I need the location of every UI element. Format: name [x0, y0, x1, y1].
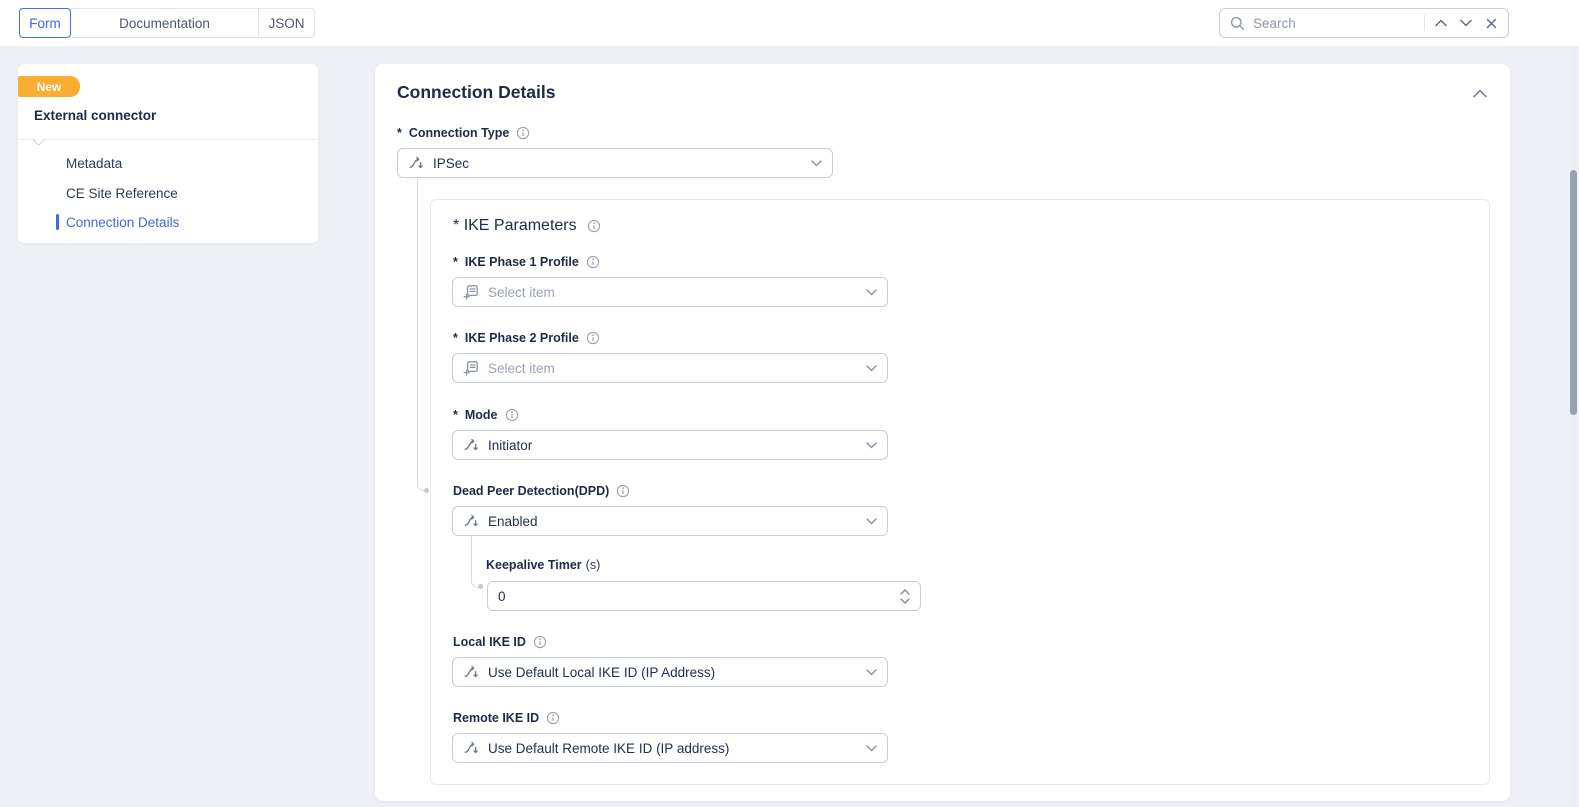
dropdown-chevron-icon: [866, 364, 877, 371]
stepper-down-icon[interactable]: [900, 597, 910, 604]
page-title: Connection Details: [397, 82, 556, 102]
required-asterisk: *: [453, 408, 458, 422]
ike-phase2-placeholder: Select item: [488, 360, 555, 376]
select-list-add-icon: [463, 285, 478, 300]
search-next-button[interactable]: [1454, 9, 1479, 37]
oneof-branch-icon: [464, 665, 478, 678]
number-stepper: [900, 588, 910, 604]
keepalive-unit: (s): [585, 558, 601, 572]
info-icon[interactable]: [533, 635, 547, 649]
required-asterisk: *: [453, 217, 460, 234]
dropdown-chevron-icon: [866, 668, 877, 675]
oneof-branch-icon: [464, 438, 478, 451]
top-bar: Form Documentation JSON: [0, 0, 1579, 46]
scrollbar-track[interactable]: [1570, 46, 1577, 807]
ike-phase2-select[interactable]: Select item: [452, 353, 888, 383]
info-icon[interactable]: [546, 711, 560, 725]
search-icon: [1230, 16, 1245, 30]
info-icon[interactable]: [586, 331, 600, 345]
active-item-indicator: [56, 214, 59, 230]
dpd-select[interactable]: Enabled: [452, 506, 888, 536]
required-asterisk: *: [453, 255, 458, 269]
local-ike-id-label: Local IKE ID: [453, 634, 547, 650]
search-input[interactable]: [1253, 15, 1424, 31]
mode-value: Initiator: [488, 437, 533, 453]
scrollbar-thumb[interactable]: [1570, 170, 1577, 415]
stepper-up-icon[interactable]: [900, 588, 910, 595]
search-prev-button[interactable]: [1429, 9, 1454, 37]
collapse-section-button[interactable]: [1469, 84, 1491, 102]
ike-phase1-select[interactable]: Select item: [452, 277, 888, 307]
tab-json[interactable]: JSON: [258, 8, 315, 38]
ike-phase1-placeholder: Select item: [488, 284, 555, 300]
close-icon: [1486, 18, 1497, 28]
view-tabs: Form Documentation JSON: [19, 8, 315, 38]
dropdown-chevron-icon: [811, 159, 822, 166]
connection-type-label: * Connection Type: [397, 125, 530, 141]
tab-form[interactable]: Form: [19, 8, 71, 38]
oneof-branch-icon: [464, 741, 478, 754]
chevron-down-icon: [1460, 19, 1473, 27]
dropdown-chevron-icon: [866, 517, 877, 524]
sidebar-card: New External connector Metadata CE Site …: [18, 64, 318, 243]
dropdown-chevron-icon: [866, 288, 877, 295]
sidebar-item-ce-site-reference[interactable]: CE Site Reference: [66, 185, 178, 201]
info-icon[interactable]: [516, 126, 530, 140]
ike-phase1-label: * IKE Phase 1 Profile: [453, 254, 600, 270]
dpd-value: Enabled: [488, 513, 538, 529]
ike-parameters-heading: * IKE Parameters: [453, 217, 601, 235]
info-icon[interactable]: [616, 484, 630, 498]
sidebar-divider: [18, 133, 318, 146]
keepalive-input[interactable]: [498, 588, 900, 604]
connection-details-card: Connection Details * Connection Type IPS…: [375, 64, 1510, 801]
sidebar-title: External connector: [34, 108, 157, 123]
mode-select[interactable]: Initiator: [452, 430, 888, 460]
info-icon[interactable]: [505, 408, 519, 422]
select-list-add-icon: [463, 361, 478, 376]
remote-ike-id-value: Use Default Remote IKE ID (IP address): [488, 740, 730, 756]
dpd-label: Dead Peer Detection(DPD): [453, 483, 630, 499]
keepalive-label: Keepalive Timer (s): [486, 558, 601, 572]
sidebar-item-metadata[interactable]: Metadata: [66, 155, 123, 171]
dropdown-chevron-icon: [866, 441, 877, 448]
tree-connector-dot: [424, 488, 429, 493]
keepalive-input-wrap: [487, 581, 921, 611]
required-asterisk: *: [397, 126, 402, 140]
remote-ike-id-label: Remote IKE ID: [453, 710, 560, 726]
mode-label: * Mode: [453, 407, 519, 423]
local-ike-id-value: Use Default Local IKE ID (IP Address): [488, 664, 716, 680]
tab-documentation[interactable]: Documentation: [70, 8, 259, 38]
collapse-chevron-icon: [1473, 89, 1487, 97]
search-close-button[interactable]: [1479, 9, 1504, 37]
local-ike-id-select[interactable]: Use Default Local IKE ID (IP Address): [452, 657, 888, 687]
oneof-branch-icon: [409, 156, 423, 169]
status-badge: New: [18, 76, 80, 97]
remote-ike-id-select[interactable]: Use Default Remote IKE ID (IP address): [452, 733, 888, 763]
tree-connector-line: [417, 178, 426, 491]
search-divider: [1423, 15, 1425, 31]
dropdown-chevron-icon: [866, 744, 877, 751]
info-icon[interactable]: [587, 219, 601, 233]
connection-type-select[interactable]: IPSec: [397, 148, 833, 178]
ike-parameters-box: * IKE Parameters * IKE Phase 1 Profile S…: [430, 199, 1490, 785]
chevron-up-icon: [1435, 19, 1448, 27]
sidebar-item-connection-details[interactable]: Connection Details: [66, 214, 180, 230]
search-box: [1219, 8, 1509, 38]
oneof-branch-icon: [464, 514, 478, 527]
required-asterisk: *: [453, 331, 458, 345]
section-notch-icon: [32, 133, 45, 146]
tree-connector-dot: [478, 584, 483, 589]
info-icon[interactable]: [586, 255, 600, 269]
ike-phase2-label: * IKE Phase 2 Profile: [453, 330, 600, 346]
connection-type-value: IPSec: [433, 155, 470, 171]
tree-connector-line: [471, 536, 480, 588]
